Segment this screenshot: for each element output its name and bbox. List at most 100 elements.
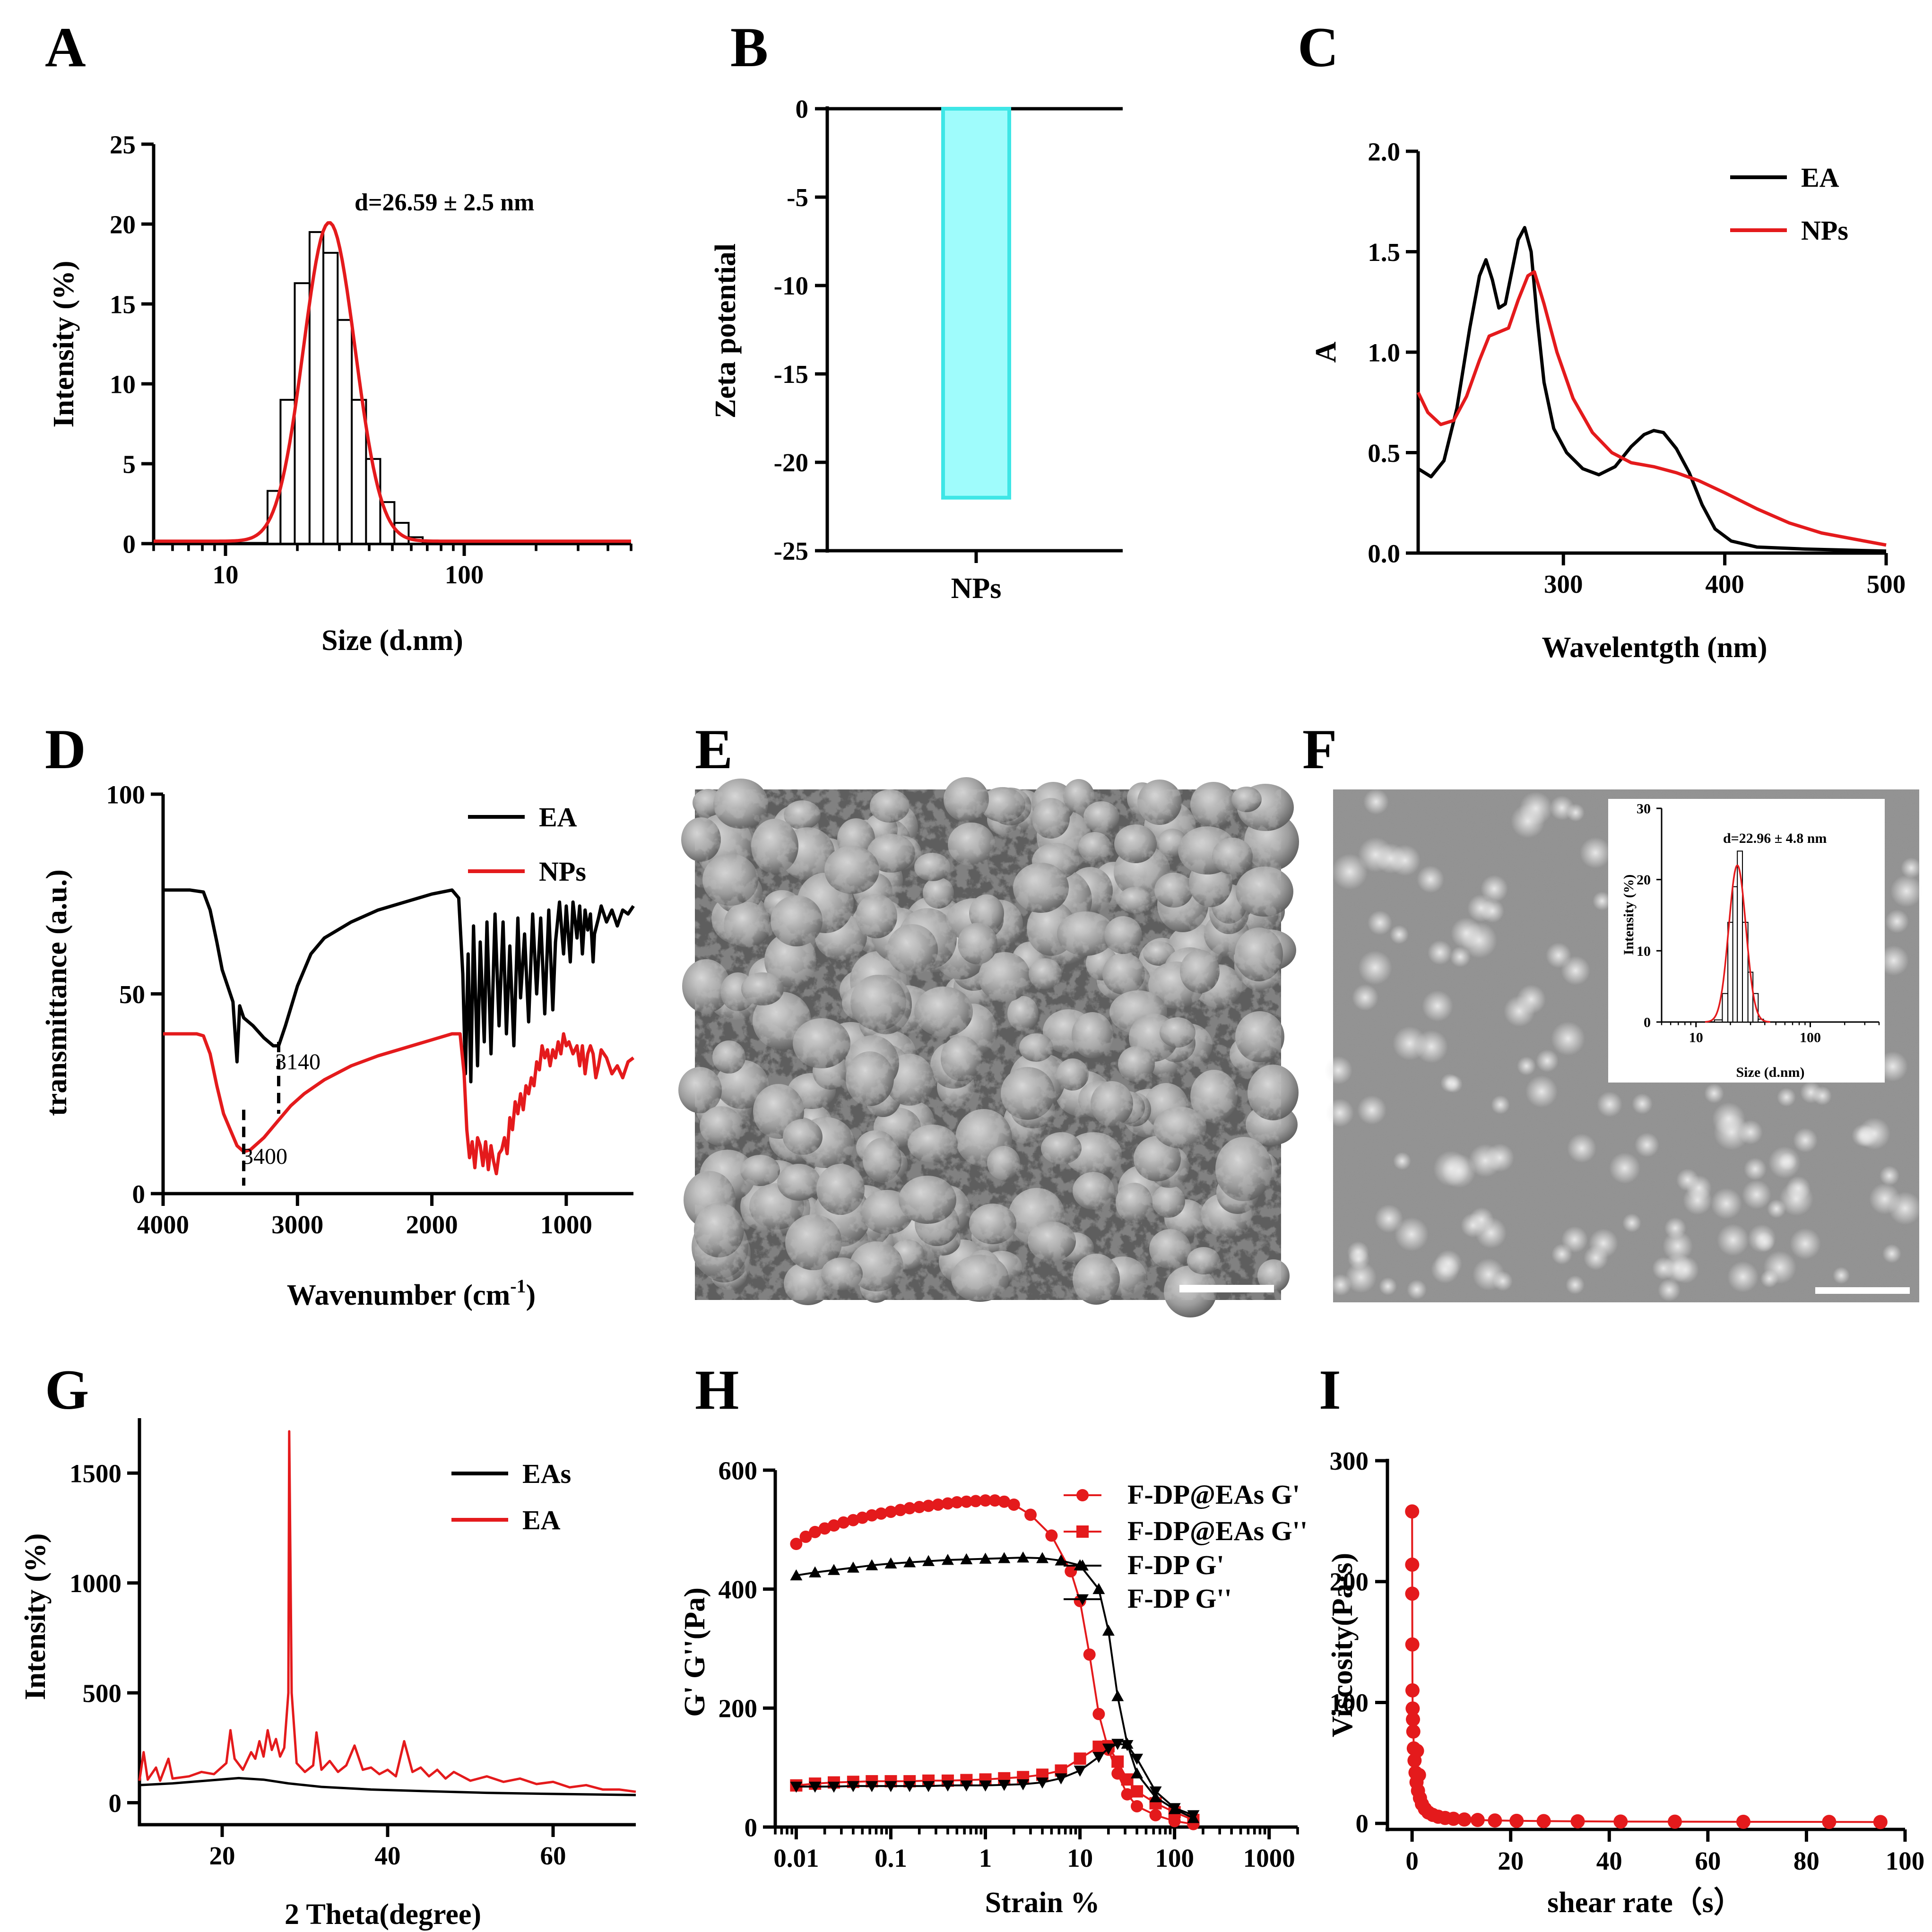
chart-a-y-tick-label: 5 [123, 450, 136, 478]
tem-particle [1469, 1207, 1494, 1232]
tem-particle [1473, 1258, 1505, 1291]
chart-i-y-tick-label: 200 [1330, 1568, 1369, 1596]
tem-particle [1491, 1095, 1510, 1114]
tem-particle [1393, 1026, 1427, 1060]
tem-particle [1467, 894, 1495, 922]
chart-i-point [1488, 1813, 1502, 1828]
chart-h-y-label: G' G''(Pa) [679, 1587, 711, 1717]
chart-a-annotation: d=26.59 ± 2.5 nm [355, 189, 534, 216]
chart-h-series-2-point [1074, 1752, 1086, 1765]
chart-h-series-2-point [1121, 1773, 1134, 1786]
tem-particle [1790, 1228, 1821, 1259]
chart-h-series-3-point [790, 1569, 803, 1581]
chart-f-inset-x-tick-label: 10 [1689, 1030, 1703, 1046]
chart-h-series-1-point [894, 1504, 907, 1516]
chart-h-series-3-point [903, 1556, 916, 1568]
tem-particle [1389, 845, 1421, 876]
chart-i-x-tick-label: 80 [1793, 1846, 1819, 1875]
chart-h-series-1-point [1065, 1565, 1077, 1577]
chart-h-y-tick-label: 600 [719, 1456, 758, 1485]
chart-h-x-tick-label: 1 [979, 1844, 992, 1872]
chart-c-y-tick-label: 1.5 [1368, 238, 1400, 267]
tem-scale-bar [1815, 1287, 1910, 1294]
chart-d-series-nps [163, 1032, 635, 1176]
tem-particle [1431, 1255, 1459, 1283]
panel-label-a: A [45, 16, 86, 78]
tem-particle [1357, 1095, 1386, 1125]
chart-h-series-3-point [1017, 1551, 1030, 1563]
chart-a-bar [351, 399, 367, 545]
chart-b-y-tick-label: -15 [774, 360, 808, 389]
tem-particle [1551, 1244, 1572, 1265]
chart-f-inset-y-tick-label: 0 [1644, 1015, 1651, 1031]
tem-particle [1393, 1152, 1411, 1170]
chart-h-legend-marker [1076, 1559, 1089, 1571]
tem-particle [1358, 837, 1393, 872]
chart-i-point [1822, 1815, 1837, 1829]
chart-h-series-4-point [1121, 1740, 1134, 1751]
chart-g-y-tick-label: 0 [109, 1789, 122, 1818]
tem-particle [1417, 866, 1444, 893]
chart-g-legend-label: EAs [522, 1458, 571, 1489]
tem-particle [1777, 1088, 1796, 1107]
tem-particle [1879, 945, 1909, 976]
tem-particle [1525, 1075, 1558, 1108]
chart-d-x-tick-label: 4000 [137, 1210, 189, 1239]
tem-particle [1717, 1224, 1749, 1256]
chart-h-series-3-point [979, 1552, 992, 1564]
tem-particle [1885, 910, 1909, 933]
chart-g-y-tick-label: 1000 [69, 1569, 121, 1598]
tem-particle [1727, 1261, 1759, 1292]
chart-f-inset-bar [1722, 993, 1729, 1023]
chart-d-y-tick-label: 50 [119, 980, 145, 1009]
chart-c-y-label: A [1310, 341, 1342, 363]
chart-h-series-4-point [884, 1781, 897, 1793]
panel-label-h: H [695, 1358, 739, 1421]
tem-particle [1663, 1253, 1692, 1282]
chart-h-series-1-point [884, 1506, 897, 1518]
tem-particle [1352, 984, 1378, 1011]
chart-h-series-4-point [1017, 1779, 1030, 1791]
chart-d-y-tick-label: 0 [132, 1179, 146, 1208]
tem-particle [1878, 1051, 1908, 1082]
tem-particle [1433, 1151, 1469, 1187]
chart-b-y-tick-label: -5 [787, 183, 808, 212]
chart-i-point [1509, 1813, 1524, 1828]
chart-h-series-1-point [941, 1497, 954, 1510]
chart-a-y-tick-label: 10 [110, 370, 136, 399]
tem-particle [1880, 1166, 1899, 1186]
chart-h-x-tick-label: 100 [1155, 1844, 1194, 1872]
chart-h-legend-label: F-DP G'' [1127, 1583, 1232, 1614]
chart-f-inset-size-distribution: 0 10 20 30 10 100 Intensity (%) Size (d.nm) [1621, 801, 1880, 1080]
tem-particle [1852, 1124, 1874, 1147]
chart-i-point [1405, 1504, 1420, 1519]
tem-particle [1358, 951, 1392, 985]
chart-h-series-3-point [941, 1554, 954, 1565]
chart-i-x-label: shear rate（s） [1547, 1886, 1743, 1919]
tem-particle [1901, 858, 1922, 878]
chart-h-series-3-point [1055, 1554, 1067, 1566]
tem-particle [1632, 1093, 1653, 1114]
chart-d-annotation-3400: 3400 [242, 1144, 287, 1169]
chart-b-x-tick-label: NPs [951, 572, 1002, 605]
tem-particle [1786, 1176, 1811, 1201]
chart-i-point [1412, 1767, 1426, 1782]
chart-h-legend-label: F-DP@EAs G' [1127, 1479, 1300, 1510]
chart-h-series-1-point [1092, 1707, 1105, 1720]
tem-particle [1683, 1186, 1712, 1215]
tem-particle [1711, 1188, 1742, 1219]
chart-g-y-tick-label: 500 [83, 1679, 122, 1707]
chart-i-x-tick-label: 60 [1695, 1846, 1721, 1875]
chart-d-y-label: transmittance (a.u.) [41, 869, 73, 1116]
chart-f-inset-y-label: Intensity (%) [1621, 875, 1637, 955]
tem-particle [1664, 1217, 1686, 1239]
chart-b-y-tick-label: -25 [774, 537, 808, 565]
panel-label-c: C [1298, 16, 1339, 78]
chart-i-point [1446, 1811, 1461, 1826]
chart-d-legend-label: EA [539, 802, 577, 832]
chart-a-fit-line [154, 221, 631, 543]
chart-b-zeta-potential: 0 -5 -10 -15 -20 -25 NPs Zeta potential [710, 95, 1123, 605]
tem-particle [1422, 990, 1453, 1022]
chart-h-series-1-point [1111, 1767, 1124, 1780]
tem-particle [1461, 922, 1497, 958]
